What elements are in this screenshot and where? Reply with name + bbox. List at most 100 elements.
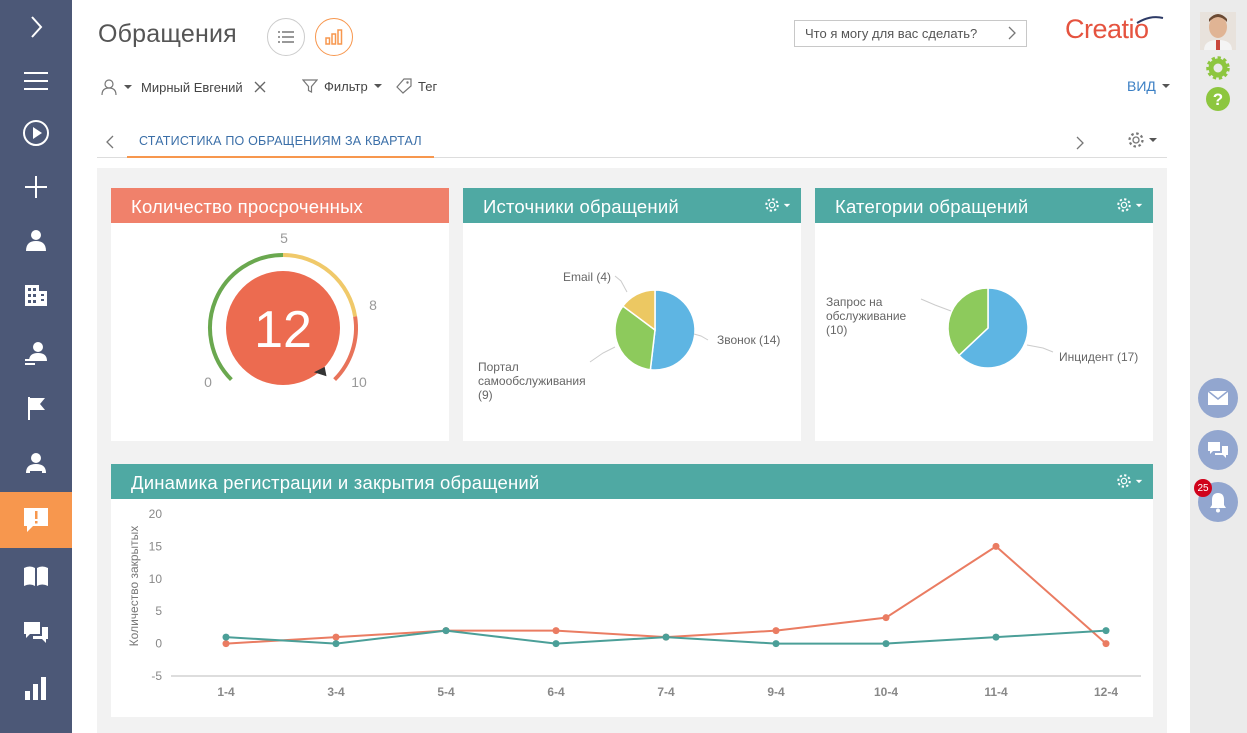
chevron-right-icon[interactable] [0, 0, 72, 54]
widget-settings-button[interactable] [1116, 473, 1143, 489]
avatar[interactable] [1200, 12, 1236, 50]
pie-label-request-line1: Запрос на [826, 295, 883, 309]
series-point[interactable] [662, 633, 670, 641]
view-menu[interactable]: ВИД [1127, 78, 1171, 94]
x-tick-label: 1-4 [217, 685, 235, 699]
gauge-label-t2: 8 [369, 297, 377, 313]
pie-label-incident: Инцидент (17) [1059, 350, 1138, 364]
chart-icon[interactable] [0, 661, 72, 715]
widget-settings-button[interactable] [1116, 197, 1143, 213]
x-tick-label: 5-4 [437, 685, 455, 699]
avatar-image [1200, 12, 1236, 50]
y-tick-label: 10 [149, 572, 163, 586]
series-point[interactable] [1102, 627, 1110, 635]
list-view-button[interactable] [267, 18, 305, 56]
y-tick-label: 15 [149, 539, 163, 553]
tab-quarter-statistics[interactable]: СТАТИСТИКА ПО ОБРАЩЕНИЯМ ЗА КВАРТАЛ [127, 124, 434, 158]
series-point[interactable] [772, 640, 780, 648]
pie-label-email: Email (4) [563, 270, 611, 284]
gauge-arc-yellow [282, 253, 358, 317]
x-tick-label: 11-4 [984, 685, 1008, 699]
user-icon [101, 79, 117, 96]
series-point[interactable] [772, 627, 780, 635]
filter-menu[interactable]: Фильтр [302, 78, 383, 94]
chevron-left-icon[interactable] [105, 135, 115, 149]
gear-icon[interactable] [1206, 56, 1230, 80]
leader-line [693, 333, 709, 341]
caret-down-icon [1135, 203, 1143, 207]
caret-down-icon [373, 84, 382, 88]
chevron-right-icon[interactable] [1007, 25, 1017, 41]
gear-icon [1117, 474, 1131, 488]
command-line-input[interactable]: Что я могу для вас сделать? [794, 20, 1027, 47]
book-icon[interactable] [0, 549, 72, 603]
svg-text:?: ? [1213, 90, 1223, 109]
series-point[interactable] [442, 627, 450, 635]
gauge-arc-green [208, 253, 284, 382]
contact-icon[interactable] [0, 213, 72, 267]
series-point[interactable] [992, 633, 1000, 641]
series-point[interactable] [222, 640, 230, 648]
menu-icon[interactable] [0, 54, 72, 108]
series-point[interactable] [332, 633, 340, 641]
gauge-value-circle [226, 271, 340, 385]
close-icon[interactable] [253, 80, 267, 94]
pie-slice-2[interactable] [621, 289, 656, 332]
tag-filter[interactable]: Тег [396, 78, 437, 94]
chat-button[interactable] [1198, 430, 1238, 470]
series-point[interactable] [882, 614, 890, 622]
pie-slice-1[interactable] [614, 305, 656, 371]
leader-line [1026, 344, 1054, 353]
mail-icon [1207, 390, 1229, 405]
chat-icon [1208, 442, 1228, 458]
plus-icon[interactable] [0, 160, 72, 214]
series-point[interactable] [552, 640, 560, 648]
pie-slice-1[interactable] [947, 287, 989, 357]
series-point[interactable] [882, 640, 890, 648]
pie-slice-0[interactable] [957, 287, 1029, 369]
gauge-label-t1: 5 [280, 230, 288, 246]
chevron-right-icon[interactable] [1075, 136, 1085, 150]
mail-button[interactable] [1198, 378, 1238, 418]
filter-label: Фильтр [324, 78, 368, 94]
case-icon[interactable] [0, 492, 72, 548]
leader-line [614, 275, 628, 293]
y-tick-label: -5 [151, 669, 162, 683]
owner-filter-value: Мирный Евгений [141, 79, 243, 95]
owner-filter[interactable]: Мирный Евгений [100, 78, 267, 96]
person-icon[interactable] [0, 436, 72, 490]
bell-icon [1210, 493, 1226, 513]
dashboard-tabs: СТАТИСТИКА ПО ОБРАЩЕНИЯМ ЗА КВАРТАЛ [97, 124, 1167, 158]
flag-icon[interactable] [0, 381, 72, 435]
pie-label-call: Звонок (14) [717, 333, 780, 347]
creatio-logo: Creatio [1065, 14, 1164, 45]
pie-slice-0[interactable] [649, 289, 696, 371]
analytics-view-button[interactable] [315, 18, 353, 56]
dynamics-line-widget: Динамика регистрации и закрытия обращени… [111, 464, 1153, 717]
agent-icon[interactable] [0, 325, 72, 379]
series-point[interactable] [992, 542, 1000, 550]
series-point[interactable] [1102, 640, 1110, 648]
gauge-chart: 12 0 5 8 10 [204, 230, 377, 390]
filter-icon [302, 79, 318, 93]
chat-icon[interactable] [0, 605, 72, 659]
gauge-value: 12 [254, 301, 312, 359]
widget-title: Источники обращений [463, 188, 801, 223]
series-point[interactable] [552, 627, 560, 635]
overdue-gauge-widget: Количество просроченных 12 0 5 8 10 [111, 188, 449, 441]
building-icon[interactable] [0, 268, 72, 322]
help-icon[interactable]: ? [1206, 87, 1230, 111]
series-point[interactable] [332, 640, 340, 648]
notification-count-badge: 25 [1194, 479, 1212, 497]
tab-settings-button[interactable] [1127, 131, 1158, 149]
x-tick-label: 7-4 [657, 685, 675, 699]
gauge-pointer [313, 366, 327, 377]
caret-down-icon [1135, 479, 1143, 483]
x-tick-label: 10-4 [874, 685, 898, 699]
dashboard: Количество просроченных 12 0 5 8 10 Исто… [97, 168, 1167, 733]
left-navigation [0, 0, 72, 733]
series-point[interactable] [222, 633, 230, 641]
play-icon[interactable] [0, 106, 72, 160]
widget-settings-button[interactable] [764, 197, 791, 213]
widget-title: Динамика регистрации и закрытия обращени… [111, 464, 1153, 499]
